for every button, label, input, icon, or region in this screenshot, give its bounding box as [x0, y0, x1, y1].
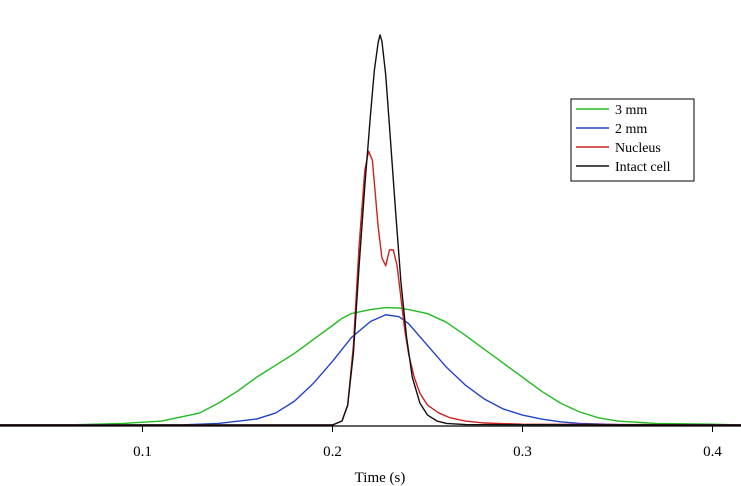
x-tick-label: 0.4: [703, 444, 722, 460]
series-line-4: [0, 34, 741, 426]
series-line-2: [0, 314, 741, 426]
x-axis-ticks: 0.1 0.2 0.3 0.4: [133, 426, 722, 460]
series-line-3: [0, 150, 741, 426]
legend-items: 3 mm 2 mm Nucleus Intact cell: [576, 103, 671, 175]
x-tick-label: 0.3: [513, 444, 532, 460]
legend-label-3: Nucleus: [615, 141, 661, 156]
x-axis-title: Time (s): [355, 470, 406, 486]
series-line-1: [0, 306, 741, 426]
legend-box: [570, 98, 695, 182]
x-tick-label: 0.2: [323, 444, 342, 460]
legend-label-2: 2 mm: [615, 122, 647, 137]
legend-label-1: 3 mm: [615, 103, 647, 118]
legend-label-4: Intact cell: [615, 160, 671, 175]
x-tick-label: 0.1: [133, 444, 152, 460]
series-layer: [0, 34, 741, 426]
legend: 3 mm 2 mm Nucleus Intact cell: [570, 98, 695, 182]
